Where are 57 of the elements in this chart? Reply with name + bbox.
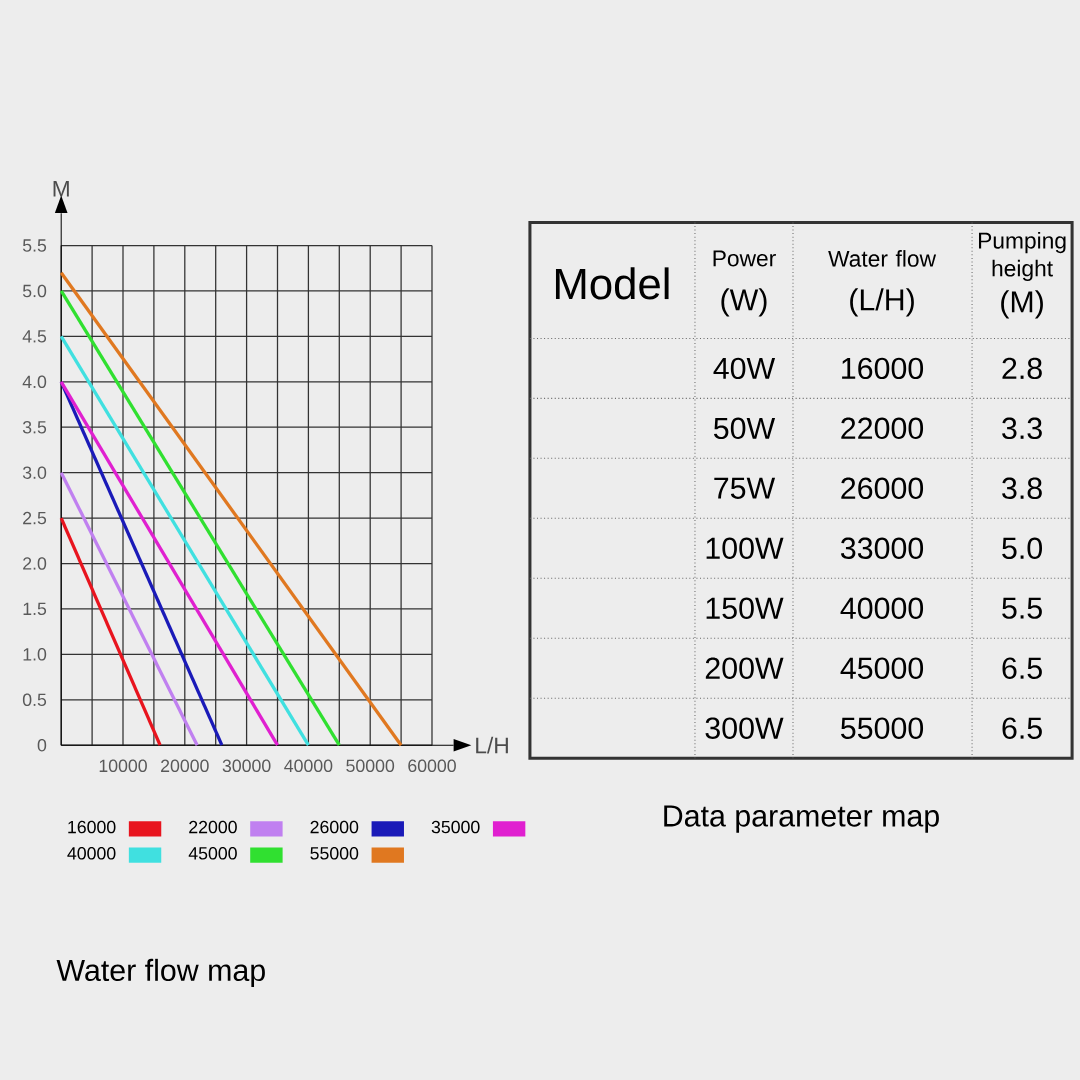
text: 55000 — [841, 717, 924, 739]
y-tick-label: 3.0 — [22, 466, 47, 479]
text: 3.3 — [1002, 417, 1042, 440]
legend-label: 16000 — [68, 820, 116, 834]
text: 75W — [714, 477, 776, 499]
legend-label: 55000 — [310, 847, 359, 860]
x-tick-label: 10000 — [99, 759, 147, 773]
text: 50W — [714, 417, 776, 440]
y-tick-label: 5.0 — [22, 284, 47, 298]
text: Data parameter map — [664, 805, 939, 833]
text: 40000 — [840, 597, 924, 619]
text: 22000 — [841, 417, 924, 440]
y-tick-label: 2.5 — [23, 511, 47, 525]
text: 16000 — [842, 357, 924, 380]
y-tick-label: 0 — [37, 738, 47, 752]
x-tick-label: 20000 — [161, 759, 209, 773]
text: 5.5 — [1002, 597, 1042, 619]
y-tick-label: 4.0 — [22, 375, 47, 389]
text: 150W — [706, 597, 784, 619]
text: 45000 — [840, 657, 924, 679]
text: 40W — [713, 357, 776, 380]
y-tick-label: 4.5 — [22, 330, 47, 343]
text: (W) — [721, 288, 767, 317]
y-tick-label: 1.0 — [23, 648, 47, 661]
text: 2.8 — [1002, 357, 1042, 380]
legend-label: 35000 — [431, 820, 480, 834]
x-tick-label: 50000 — [346, 759, 395, 773]
text: 26000 — [841, 477, 924, 500]
text: 200W — [705, 657, 784, 679]
x-tick-label: 30000 — [222, 759, 271, 773]
text: 6.5 — [1002, 657, 1042, 679]
y-axis-title: M — [53, 180, 69, 197]
text: Pumping height — [978, 231, 1066, 281]
y-tick-label: 5.5 — [22, 239, 47, 252]
y-tick-label: 0.5 — [22, 693, 47, 707]
text: 300W — [705, 717, 784, 739]
text: 33000 — [840, 537, 924, 560]
y-tick-label: 1.5 — [23, 602, 47, 616]
legend-label: 45000 — [188, 847, 237, 860]
legend-label: 40000 — [67, 847, 116, 860]
x-tick-label: 60000 — [408, 759, 456, 773]
text: 3.8 — [1002, 477, 1042, 500]
y-tick-label: 2.0 — [23, 557, 47, 570]
text: 6.5 — [1002, 717, 1042, 739]
y-tick-label: 3.5 — [22, 420, 47, 434]
text: Water flow map — [56, 958, 265, 988]
text: Power — [713, 250, 776, 267]
text: (M) — [1001, 290, 1043, 319]
x-tick-label: 40000 — [284, 759, 333, 773]
text: Water flow — [828, 250, 937, 267]
legend-label: 26000 — [310, 820, 359, 834]
legend-label: 22000 — [189, 820, 237, 834]
text: Model — [555, 267, 669, 300]
text: 100W — [706, 537, 784, 560]
text: 5.0 — [1002, 537, 1043, 560]
x-axis-title: L/H — [476, 736, 508, 754]
text: (L/H) — [850, 288, 914, 317]
